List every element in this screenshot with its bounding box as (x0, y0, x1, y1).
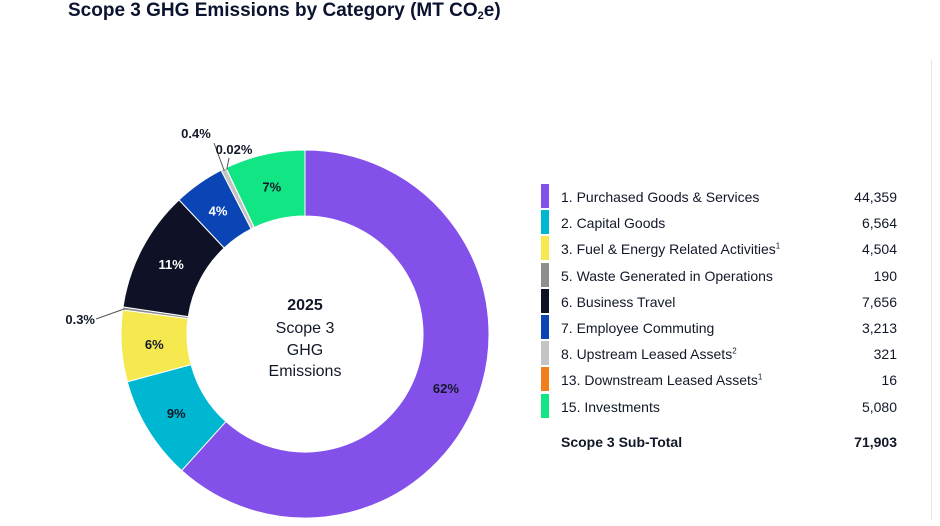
legend-swatch (541, 236, 549, 261)
legend-swatch (541, 393, 549, 418)
pct-label-7-employee-commuting: 4% (209, 204, 228, 219)
pct-label-2-capital-goods: 9% (167, 406, 186, 421)
legend-value: 190 (873, 267, 897, 284)
leader-line-13-downstream-leased-assets (226, 157, 230, 170)
slice-15-investments (225, 149, 306, 229)
subtotal-label: Scope 3 Sub-Total (561, 434, 683, 450)
legend-label: 8. Upstream Leased Assets2 (561, 346, 737, 363)
legend-item-7-employee-commuting: 7. Employee Commuting 3,213 (541, 314, 897, 341)
legend-value: 44,359 (854, 189, 897, 205)
legend-value: 3,213 (861, 319, 897, 336)
legend-label: 2. Capital Goods (561, 215, 666, 232)
center-line-1: Scope 3 (276, 320, 335, 337)
chart-title-subscript: 2 (477, 10, 484, 22)
legend-value: 5,080 (861, 398, 897, 415)
donut-chart: 62% 9% 6% 0.3% 11% 4% 0.4% 0.02% 7% 2025 Scope 3… (65, 126, 490, 519)
pct-label-13-downstream-leased-assets: 0.02% (216, 142, 253, 157)
legend-label: 5. Waste Generated in Operations (561, 267, 773, 284)
legend-swatch (541, 314, 549, 339)
legend-label: 6. Business Travel (561, 293, 676, 310)
legend-item-5-waste-generated-in-operations: 5. Waste Generated in Operations 190 (541, 262, 897, 289)
right-divider (931, 60, 932, 520)
legend: 1. Purchased Goods & Services 44,359 2. Ca… (541, 184, 897, 420)
pct-label-15-investments: 7% (262, 180, 281, 195)
pct-label-3-fuel-energy-related-activities: 6% (145, 337, 164, 352)
pct-label-6-business-travel: 11% (159, 257, 185, 272)
leader-line-5-waste-generated-in-operations (95, 308, 125, 320)
subtotal-value: 71,903 (854, 434, 897, 450)
legend-swatch (541, 184, 549, 208)
legend-item-13-downstream-leased-assets: 13. Downstream Leased Assets1 16 (541, 367, 897, 393)
legend-label: 7. Employee Commuting (561, 319, 715, 336)
donut-center: 2025 Scope 3 GHG Emissions (269, 297, 342, 380)
legend-swatch (541, 341, 549, 366)
legend-label: 15. Investments (561, 398, 660, 415)
pct-label-8-upstream-leased-assets: 0.4% (181, 126, 211, 141)
legend-value: 7,656 (861, 293, 897, 310)
legend-item-15-investments: 15. Investments 5,080 (541, 393, 897, 420)
legend-item-8-upstream-leased-assets: 8. Upstream Leased Assets2 321 (541, 341, 897, 367)
center-line-2: GHG (287, 342, 323, 359)
legend-value: 6,564 (861, 215, 897, 232)
slice-1-purchased-goods-services (180, 149, 490, 519)
legend-item-1-purchased-goods-services: 1. Purchased Goods & Services 44,359 (541, 184, 897, 210)
legend-swatch (541, 288, 549, 313)
legend-label: 3. Fuel & Energy Related Activities1 (561, 241, 781, 258)
legend-item-3-fuel-energy-related-activities: 3. Fuel & Energy Related Activities1 4,50… (541, 236, 897, 262)
center-line-3: Emissions (269, 363, 342, 380)
pct-label-5-waste-generated-in-operations: 0.3% (65, 312, 95, 327)
pct-label-1-purchased-goods-services: 62% (433, 381, 459, 396)
chart-title-suffix: e) (483, 0, 501, 21)
legend-label: 13. Downstream Leased Assets1 (561, 372, 763, 389)
legend-value: 4,504 (861, 241, 897, 258)
legend-label: 1. Purchased Goods & Services (561, 189, 760, 205)
leader-line-8-upstream-leased-assets (213, 142, 225, 172)
chart-title-text: Scope 3 GHG Emissions by Category (MT CO (68, 0, 478, 21)
chart-title: Scope 3 GHG Emissions by Category (MT CO… (68, 0, 501, 22)
legend-swatch (541, 210, 549, 235)
center-year: 2025 (287, 297, 323, 314)
legend-swatch (541, 367, 549, 392)
legend-item-2-capital-goods: 2. Capital Goods 6,564 (541, 210, 897, 236)
legend-value: 16 (881, 372, 897, 389)
legend-value: 321 (873, 346, 897, 363)
legend-swatch (541, 262, 549, 287)
legend-item-6-business-travel: 6. Business Travel 7,656 (541, 288, 897, 315)
